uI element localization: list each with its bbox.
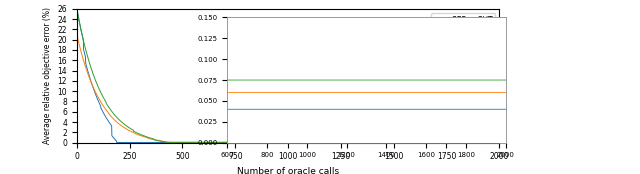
SVM - CUT [495, 141, 503, 143]
Line: SVM - SM: SVM - SM [77, 9, 499, 142]
SVM - SM [111, 114, 118, 116]
SEP + CUT [83, 65, 90, 67]
SVM - SM [327, 141, 335, 143]
Line: SEP + CUT: SEP + CUT [77, 9, 499, 143]
SVM - SM [83, 51, 90, 53]
SVM - SM [96, 89, 104, 91]
SEP + CUT [96, 103, 104, 105]
SEP + CUT [230, 141, 238, 144]
SVM - CUT [166, 141, 174, 143]
SEP + CUT [111, 138, 118, 140]
SVM - CUT [111, 119, 118, 121]
SEP + CUT [73, 8, 81, 10]
SVM - CUT [421, 141, 429, 143]
SVM - SM [421, 141, 429, 143]
SVM - CUT [73, 33, 81, 35]
X-axis label: Number of oracle calls: Number of oracle calls [237, 167, 339, 174]
SVM - SM [495, 141, 503, 143]
SVM - CUT [230, 141, 238, 143]
SEP + CUT [421, 141, 429, 144]
SEP + CUT [495, 141, 503, 144]
Y-axis label: Average relative objective error (%): Average relative objective error (%) [43, 7, 52, 144]
SVM - CUT [327, 141, 335, 143]
SVM - CUT [96, 99, 104, 101]
Line: SVM - CUT: SVM - CUT [77, 34, 499, 142]
SVM - CUT [83, 68, 90, 70]
Legend: SEP + CUT, SVM - CUT, SVM - SM: SEP + CUT, SVM - CUT, SVM - SM [431, 13, 495, 49]
SEP + CUT [327, 141, 335, 144]
SVM - SM [73, 8, 81, 10]
SEP + CUT [113, 141, 120, 144]
SVM - SM [230, 141, 238, 143]
SVM - SM [164, 141, 172, 143]
